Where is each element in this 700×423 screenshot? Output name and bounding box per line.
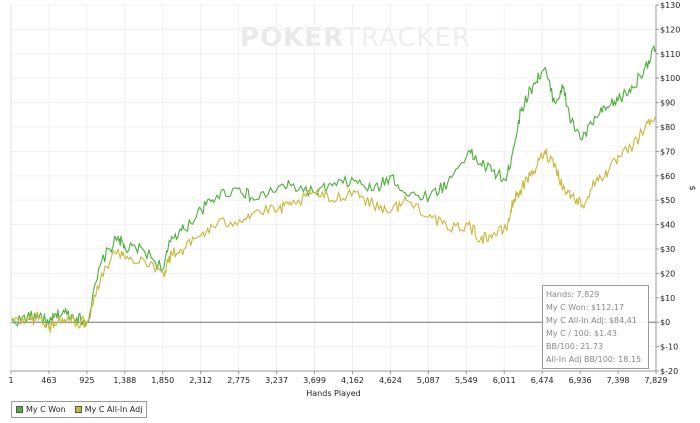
stat-allin: My C All-In Adj: $84.41 bbox=[546, 316, 637, 325]
x-tick-label: 1,850 bbox=[151, 376, 174, 385]
stat-won: My C Won: $112.17 bbox=[546, 303, 625, 312]
stat-per100: My C / 100: $1.43 bbox=[546, 329, 617, 338]
x-tick-label: 2,312 bbox=[189, 376, 212, 385]
x-tick-label: 1,388 bbox=[113, 376, 136, 385]
y-tick-label: $-20 bbox=[660, 367, 678, 376]
x-tick-label: 1 bbox=[8, 376, 13, 385]
series-line-allin bbox=[10, 115, 657, 333]
y-tick-label: $120 bbox=[660, 25, 680, 34]
x-tick-label: 4,162 bbox=[341, 376, 364, 385]
y-tick-label: $20 bbox=[660, 269, 675, 278]
y-tick-label: $80 bbox=[660, 123, 675, 132]
poker-tracker-watermark: POKERTRACKER bbox=[240, 23, 472, 53]
y-tick-label: $100 bbox=[660, 74, 680, 83]
x-tick-label: 5,087 bbox=[417, 376, 440, 385]
x-tick-label: 463 bbox=[41, 376, 56, 385]
y-tick-label: $110 bbox=[660, 50, 680, 59]
y-tick-label: $30 bbox=[660, 245, 675, 254]
legend-label-allin: My C All-In Adj bbox=[84, 405, 143, 414]
series-line-won bbox=[10, 44, 657, 328]
x-tick-label: 3,699 bbox=[303, 376, 326, 385]
stat-allin-bb100: All-In Adj BB/100: 18.15 bbox=[546, 355, 642, 364]
y-tick-label: $60 bbox=[660, 172, 675, 181]
y-tick-label: $10 bbox=[660, 294, 675, 303]
y-tick-label: $50 bbox=[660, 196, 675, 205]
y-axis-label: $ bbox=[688, 185, 697, 190]
x-axis-label: Hands Played bbox=[306, 389, 360, 398]
legend-swatch-won bbox=[16, 406, 23, 413]
y-tick-label: $40 bbox=[660, 221, 675, 230]
x-tick-label: 6,936 bbox=[569, 376, 592, 385]
y-tick-label: $90 bbox=[660, 99, 675, 108]
stat-bb100: BB/100: 21.73 bbox=[546, 342, 604, 351]
y-tick-label: $70 bbox=[660, 147, 675, 156]
x-tick-label: 6,474 bbox=[531, 376, 554, 385]
x-tick-label: 6,011 bbox=[493, 376, 516, 385]
x-tick-label: 925 bbox=[79, 376, 94, 385]
stat-hands: Hands: 7,829 bbox=[546, 290, 600, 299]
x-tick-label: 5,549 bbox=[455, 376, 478, 385]
x-tick-label: 7,398 bbox=[607, 376, 630, 385]
chart-legend: My C Won My C All-In Adj bbox=[11, 401, 148, 418]
x-tick-label: 7,829 bbox=[645, 376, 668, 385]
x-tick-label: 4,624 bbox=[379, 376, 402, 385]
y-tick-label: $0 bbox=[660, 318, 670, 327]
legend-item-won[interactable]: My C Won bbox=[16, 405, 66, 414]
stats-box: Hands: 7,829 My C Won: $112.17 My C All-… bbox=[542, 285, 649, 369]
y-tick-label: $-10 bbox=[660, 343, 678, 352]
legend-swatch-allin bbox=[74, 406, 82, 413]
x-tick-label: 3,237 bbox=[265, 376, 288, 385]
x-tick-label: 2,775 bbox=[227, 376, 250, 385]
y-tick-label: $130 bbox=[660, 1, 680, 10]
legend-label-won: My C Won bbox=[26, 405, 66, 414]
legend-item-allin[interactable]: My C All-In Adj bbox=[74, 405, 143, 414]
